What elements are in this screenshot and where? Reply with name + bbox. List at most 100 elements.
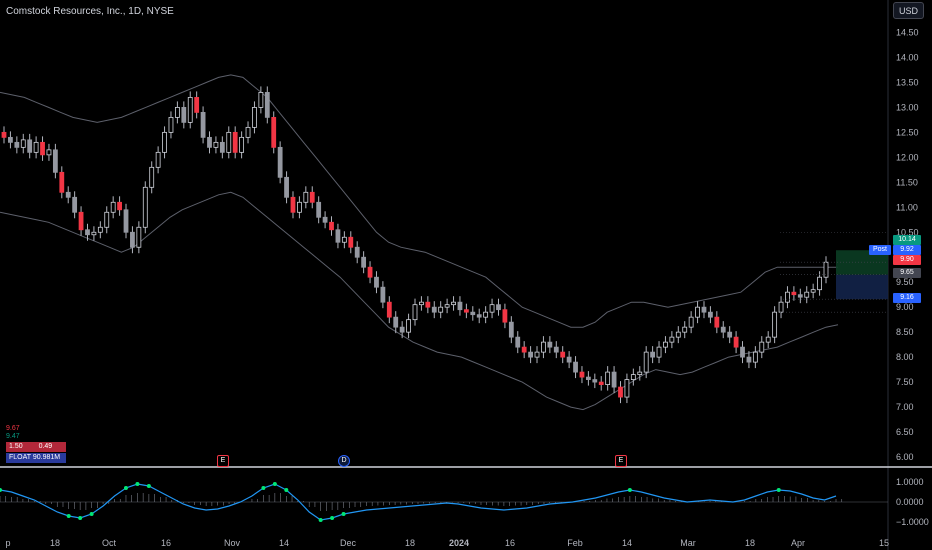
x-tick-label: 18 <box>50 538 60 548</box>
candle-body <box>727 331 733 338</box>
oscillator-signal-dot <box>78 516 83 520</box>
candle-body <box>232 131 238 153</box>
candle-body <box>438 306 444 313</box>
candle-body <box>194 97 200 113</box>
candle-body <box>213 141 219 148</box>
y-tick-label: 6.00 <box>896 452 914 462</box>
candle-body <box>1 131 7 138</box>
candle-body <box>271 116 277 148</box>
float-label: FLOAT <box>9 454 31 461</box>
candle-body <box>117 201 122 211</box>
candle-body <box>264 92 270 118</box>
candle-body <box>618 386 623 398</box>
candle-body <box>239 136 245 153</box>
candle-body <box>656 346 662 358</box>
x-tick-label: 15 <box>879 538 889 548</box>
candle-body <box>496 304 501 311</box>
candle-body <box>740 346 745 358</box>
candle-body <box>33 141 39 153</box>
candle-body <box>341 236 347 243</box>
candle-body <box>778 301 784 313</box>
candle-body <box>136 226 142 248</box>
candle-body <box>329 221 334 231</box>
info-value-3: 1.50 <box>9 443 23 450</box>
price-label-post: 9.92 <box>893 245 921 255</box>
candle-body <box>168 116 174 133</box>
y-tick-label: 10.50 <box>896 227 919 237</box>
y-tick-label: 9.00 <box>896 302 914 312</box>
candle-body <box>200 111 206 138</box>
candle-body <box>630 374 636 380</box>
oscillator-signal-dot <box>627 488 632 492</box>
y-tick-label: 8.50 <box>896 327 914 337</box>
oscillator-signal-dot <box>330 516 335 520</box>
x-tick-label: p <box>5 538 10 548</box>
candle-body <box>592 379 598 383</box>
candle-body <box>431 306 437 313</box>
y-tick-label: 6.50 <box>896 427 914 437</box>
candle-body <box>791 291 797 296</box>
candle-body <box>142 186 148 228</box>
candle-body <box>277 146 283 178</box>
oscillator-signal-dot <box>284 488 289 492</box>
y-tick-label: 7.00 <box>896 402 914 412</box>
candle-body <box>335 229 341 243</box>
candle-body <box>104 211 110 228</box>
candle-body <box>541 341 546 353</box>
x-tick-label: Mar <box>680 538 696 548</box>
candle-body <box>521 346 527 353</box>
y-tick-label: 11.00 <box>896 202 918 212</box>
candle-body <box>560 351 566 358</box>
candle-body <box>457 301 463 311</box>
currency-button[interactable]: USD <box>893 2 924 19</box>
candle-body <box>489 304 495 313</box>
candle-body <box>207 136 212 148</box>
info-value-1: 9.67 <box>6 425 20 432</box>
y-tick-label: 9.50 <box>896 277 914 287</box>
oscillator-signal-dot <box>318 518 323 522</box>
candle-body <box>78 211 84 231</box>
candle-body <box>585 376 591 380</box>
candle-body <box>663 341 668 348</box>
candle-body <box>714 316 720 328</box>
candle-body <box>598 381 604 385</box>
float-value: 90.981M <box>32 454 61 461</box>
price-label-high: 10.14 <box>893 235 921 245</box>
price-label-low: 9.16 <box>893 293 921 303</box>
x-tick-label: Nov <box>224 538 241 548</box>
earnings-marker[interactable]: E <box>615 455 627 467</box>
dividend-marker[interactable]: D <box>338 455 350 467</box>
candle-body <box>72 196 78 213</box>
candle-body <box>733 336 739 348</box>
candle-body <box>605 371 611 385</box>
candle-body <box>406 319 411 333</box>
x-tick-label: 2024 <box>449 538 469 548</box>
x-tick-label: Dec <box>340 538 357 548</box>
info-box-values: 1.50 0.49 <box>6 442 66 452</box>
candle-body <box>412 304 418 321</box>
candle-body <box>40 141 45 156</box>
candle-body <box>245 126 251 138</box>
candle-body <box>361 256 367 268</box>
info-value-4: 0.49 <box>38 443 53 450</box>
candle-body <box>316 201 322 218</box>
candle-body <box>14 141 20 148</box>
earnings-marker[interactable]: E <box>217 455 229 467</box>
x-tick-label: 16 <box>505 538 515 548</box>
candle-body <box>399 326 405 333</box>
price-label-last: 9.90 <box>893 255 921 265</box>
candle-body <box>573 361 578 373</box>
x-tick-label: 18 <box>745 538 755 548</box>
candle-body <box>252 107 257 128</box>
candle-body <box>27 139 33 153</box>
candle-body <box>85 229 90 236</box>
info-value-2: 9.47 <box>6 433 20 440</box>
oscillator-signal-dot <box>776 488 781 492</box>
candle-body <box>52 149 58 173</box>
candle-body <box>669 336 675 343</box>
float-box: FLOAT 90.981M <box>6 453 66 463</box>
candle-body <box>701 306 707 313</box>
candle-body <box>297 201 302 213</box>
candle-body <box>187 97 193 123</box>
